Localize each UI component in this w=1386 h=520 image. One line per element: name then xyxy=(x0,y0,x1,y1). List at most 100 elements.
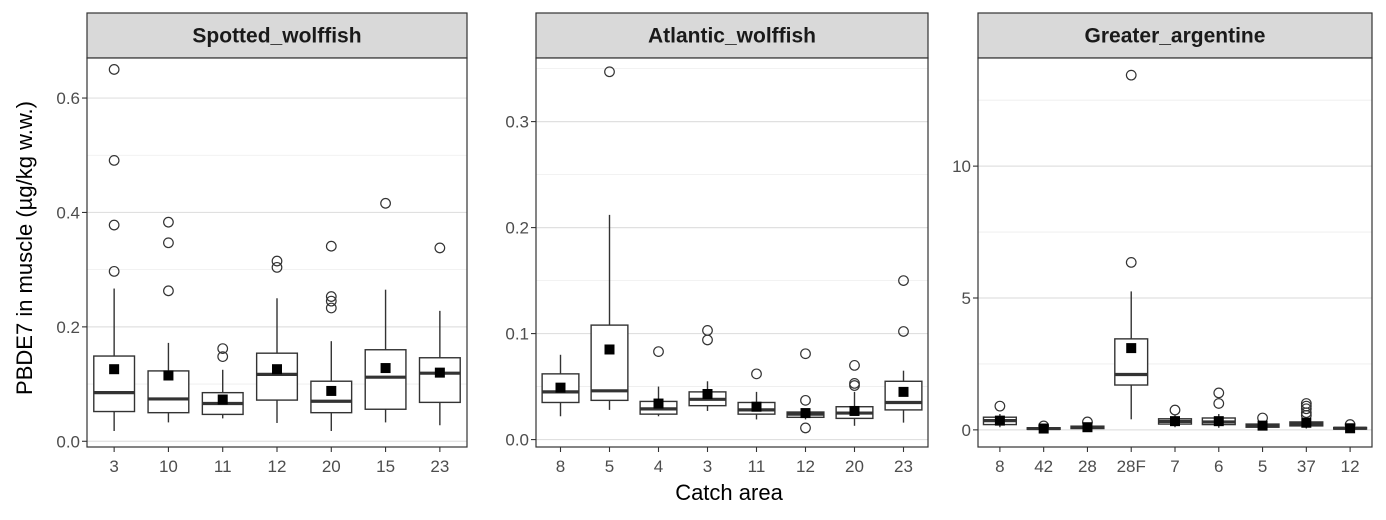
x-tick-label: 28F xyxy=(1117,457,1146,476)
box-5 xyxy=(1245,412,1280,431)
box-20 xyxy=(835,359,874,426)
y-tick-label: 0.2 xyxy=(56,318,80,337)
outlier-point xyxy=(800,348,811,360)
box-iqr xyxy=(255,352,299,401)
outlier-point xyxy=(108,265,120,277)
outlier-point xyxy=(994,400,1006,412)
y-tick-label: 0.4 xyxy=(56,203,80,222)
facet-title: Greater_argentine xyxy=(1085,25,1266,48)
y-tick-label: 0.2 xyxy=(505,219,529,238)
box-23 xyxy=(418,242,461,426)
box-42 xyxy=(1026,420,1061,434)
x-tick-label: 23 xyxy=(430,457,449,476)
outlier-point xyxy=(849,359,860,371)
x-tick-label: 3 xyxy=(703,457,712,476)
outlier-point xyxy=(800,394,811,406)
outlier-point xyxy=(1213,398,1225,409)
outlier-point xyxy=(1125,69,1137,81)
box-3 xyxy=(93,64,136,431)
mean-marker xyxy=(326,385,337,396)
y-axis-label: PBDE7 in muscle (µg/kg w.w.) xyxy=(12,101,37,395)
mean-marker xyxy=(555,382,566,393)
box-11 xyxy=(201,343,244,419)
box-4 xyxy=(639,346,678,417)
outlier-point xyxy=(108,64,120,75)
outlier-point xyxy=(1300,403,1312,415)
outlier-point xyxy=(898,326,909,337)
y-tick-label: 0.0 xyxy=(56,432,80,451)
outlier-point xyxy=(1169,404,1181,416)
mean-marker xyxy=(1301,417,1312,428)
mean-marker xyxy=(800,408,811,419)
x-tick-label: 10 xyxy=(159,457,178,476)
outlier-point xyxy=(325,295,337,307)
mean-marker xyxy=(1038,423,1049,434)
box-12 xyxy=(786,348,825,434)
box-10 xyxy=(147,216,190,423)
outlier-point xyxy=(217,351,229,363)
x-tick-label: 5 xyxy=(1258,457,1267,476)
x-tick-label: 23 xyxy=(894,457,913,476)
box-11 xyxy=(737,368,776,420)
mean-marker xyxy=(702,389,713,400)
x-tick-label: 37 xyxy=(1297,457,1316,476)
outlier-point xyxy=(163,216,174,228)
outlier-point xyxy=(1125,256,1137,268)
mean-marker xyxy=(163,370,174,381)
box-8 xyxy=(982,400,1018,428)
mean-marker xyxy=(1082,422,1093,433)
x-tick-label: 8 xyxy=(995,457,1004,476)
outlier-point xyxy=(163,237,174,249)
box-3 xyxy=(688,325,727,411)
box-iqr xyxy=(147,370,190,414)
box-37 xyxy=(1289,398,1324,429)
outlier-point xyxy=(1300,398,1312,409)
box-28F xyxy=(1114,69,1149,420)
x-tick-label: 11 xyxy=(214,457,232,476)
outlier-point xyxy=(751,368,762,380)
facet-panels: Spotted_wolffish 0.0 0.2 0.4 0.6 3 10 11 12 20 15 2… xyxy=(56,12,1373,476)
mean-marker xyxy=(849,405,860,416)
x-tick-label: 12 xyxy=(1341,457,1360,476)
y-tick-label: 0.3 xyxy=(505,113,529,132)
facet-title: Spotted_wolffish xyxy=(192,25,361,48)
mean-marker xyxy=(898,386,909,397)
box-5 xyxy=(590,66,629,410)
outlier-point xyxy=(800,422,811,434)
mean-marker xyxy=(1213,416,1224,427)
box-7 xyxy=(1157,404,1193,428)
outlier-point xyxy=(325,291,337,302)
mean-marker xyxy=(604,344,615,355)
facet-strip xyxy=(86,12,468,59)
outlier-point xyxy=(898,275,909,286)
y-tick-label: 0.1 xyxy=(505,325,529,344)
facet-strip xyxy=(535,12,929,59)
outlier-point xyxy=(271,261,283,273)
box-iqr xyxy=(310,380,353,414)
outlier-point xyxy=(434,242,446,254)
box-28 xyxy=(1070,416,1105,433)
x-tick-label: 7 xyxy=(1170,457,1179,476)
x-tick-label: 8 xyxy=(556,457,565,476)
mean-marker xyxy=(380,363,391,374)
box-iqr xyxy=(364,349,407,410)
x-tick-label: 12 xyxy=(268,457,287,476)
y-tick-label: 5 xyxy=(962,289,971,308)
box-15 xyxy=(364,197,407,423)
mean-marker xyxy=(217,394,228,405)
outlier-point xyxy=(1213,387,1225,399)
panel-border xyxy=(86,57,468,448)
x-tick-label: 42 xyxy=(1034,457,1053,476)
outlier-point xyxy=(325,302,337,314)
x-tick-label: 6 xyxy=(1214,457,1223,476)
outlier-point xyxy=(325,240,337,252)
x-tick-label: 28 xyxy=(1078,457,1097,476)
outlier-point xyxy=(849,378,860,389)
outlier-point xyxy=(108,154,120,166)
facet-panel-2: Atlantic_wolffish 0.0 0.1 0.2 0.3 8 5 4 3 11 12 20 2… xyxy=(505,12,929,476)
mean-marker xyxy=(653,398,664,409)
outlier-point xyxy=(163,285,174,297)
outlier-point xyxy=(380,197,391,209)
mean-marker xyxy=(434,367,445,378)
